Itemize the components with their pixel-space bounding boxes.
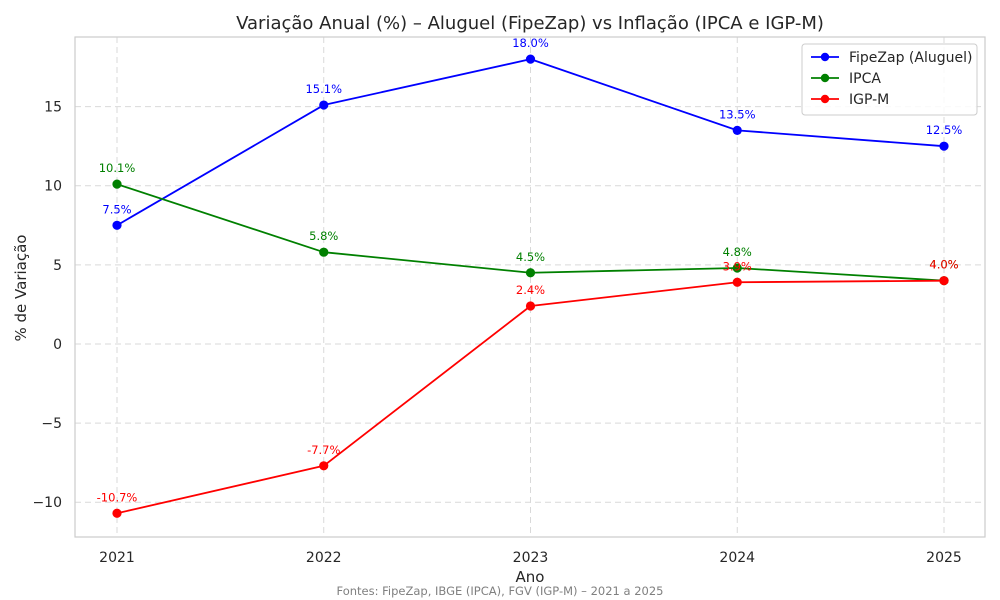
y-tick-label: −5 [41, 416, 62, 432]
source-note: Fontes: FipeZap, IBGE (IPCA), FGV (IGP-M… [337, 584, 664, 598]
tick-labels: 2021 2022 2023 2024 2025 −10 −5 0 5 10 15 [32, 100, 961, 566]
data-point [319, 247, 329, 257]
legend-label: IPCA [849, 71, 881, 87]
plot-area-frame [74, 36, 986, 538]
x-tick-label: 2023 [513, 550, 549, 566]
data-label: 4.8% [723, 245, 752, 259]
x-axis-title: Ano [516, 568, 545, 586]
data-labels: 7.5% 15.1% 18.0% 13.5% 12.5% 10.1% 5.8% 4.5% 4.8… [97, 36, 963, 504]
legend: FipeZap (Aluguel) IPCA IGP-M [801, 43, 978, 116]
data-point [732, 263, 742, 273]
x-tick-label: 2025 [926, 550, 962, 566]
data-label: 2.4% [516, 283, 545, 297]
data-label: 4.0% [929, 258, 958, 272]
grid-layer [75, 37, 985, 537]
x-tick-label: 2021 [99, 550, 135, 566]
data-point [319, 100, 329, 110]
data-label: 12.5% [926, 123, 963, 137]
data-label: 15.1% [305, 82, 342, 96]
data-point [112, 179, 122, 189]
x-tick-label: 2022 [306, 550, 342, 566]
data-label: 3.9% [723, 259, 752, 273]
legend-swatch-marker [820, 94, 830, 104]
legend-label: FipeZap (Aluguel) [849, 50, 972, 66]
data-label: 4.0% [929, 258, 958, 272]
data-label: -7.7% [307, 443, 340, 457]
data-point [112, 508, 122, 518]
data-label: 4.5% [516, 250, 545, 264]
data-label: 5.8% [309, 229, 338, 243]
data-point [319, 461, 329, 471]
y-tick-label: 5 [53, 258, 62, 274]
legend-label: IGP-M [849, 92, 889, 108]
chart-title: Variação Anual (%) – Aluguel (FipeZap) v… [236, 13, 824, 34]
legend-swatch-marker [820, 73, 830, 83]
y-tick-label: 0 [53, 337, 62, 353]
data-point [939, 141, 949, 151]
data-label: 7.5% [102, 202, 131, 216]
data-label: -10.7% [97, 490, 138, 504]
data-point [525, 268, 536, 278]
data-point [732, 277, 742, 287]
y-tick-label: −10 [32, 495, 62, 511]
y-axis-title: % de Variação [12, 235, 30, 342]
data-label: 10.1% [99, 161, 136, 175]
legend-box [801, 43, 978, 116]
legend-swatch-marker [820, 52, 830, 62]
data-point [732, 125, 742, 135]
x-tick-label: 2024 [719, 550, 755, 566]
y-tick-label: 10 [44, 179, 62, 195]
data-label: 13.5% [719, 107, 756, 121]
data-point [525, 301, 536, 311]
data-label: 18.0% [512, 36, 549, 50]
data-point [939, 276, 949, 286]
data-point [525, 54, 536, 64]
series-layer [112, 54, 949, 518]
data-point [112, 220, 122, 230]
y-tick-label: 15 [44, 100, 62, 116]
